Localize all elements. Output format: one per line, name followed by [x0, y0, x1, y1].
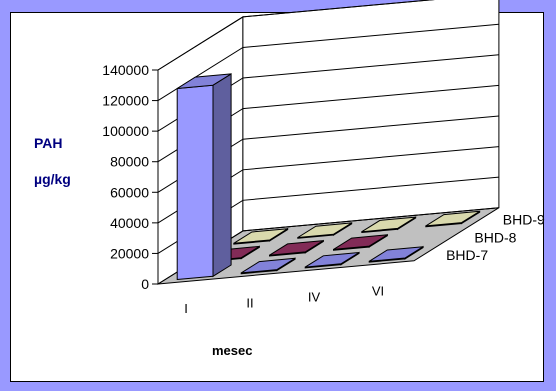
- bars: [176, 72, 481, 281]
- y-tick-label: 60000: [110, 184, 149, 200]
- series-label: BHD-9: [503, 212, 545, 228]
- gridline: [157, 0, 435, 71]
- bar: [333, 233, 388, 251]
- y-axis-ticks: 0 20000 40000 60000 80000 100000 120000 140000: [102, 62, 158, 292]
- y-tick-label: 0: [141, 276, 149, 292]
- y-tick-label: 100000: [102, 123, 149, 139]
- x-axis-category-labels: I II IV VI: [184, 284, 384, 316]
- bar: [304, 251, 360, 269]
- y-tick-label: 40000: [110, 215, 149, 231]
- bar: [269, 239, 324, 257]
- chart-back-wall: [242, 0, 500, 232]
- y-tick-label: 20000: [110, 245, 149, 261]
- bar: [233, 227, 289, 245]
- bar: [240, 257, 296, 275]
- y-tick-label: 140000: [102, 62, 149, 78]
- y-tick-label: 120000: [102, 93, 149, 109]
- bar: [368, 245, 424, 263]
- y-tick-label: 80000: [110, 154, 149, 170]
- category-label: VI: [372, 284, 384, 299]
- series-label: BHD-8: [474, 229, 516, 245]
- bar: [425, 210, 481, 228]
- category-label: II: [246, 295, 253, 310]
- series-label: BHD-7: [446, 247, 488, 263]
- bar: [297, 221, 353, 239]
- x-axis-label: mesec: [212, 343, 252, 358]
- bar: [176, 72, 232, 281]
- y-axis-label-line2: µg/kg: [34, 171, 71, 187]
- category-label: I: [184, 301, 188, 316]
- category-label: IV: [308, 290, 321, 305]
- bar: [361, 216, 417, 234]
- y-axis-label-line1: PAH: [34, 135, 63, 151]
